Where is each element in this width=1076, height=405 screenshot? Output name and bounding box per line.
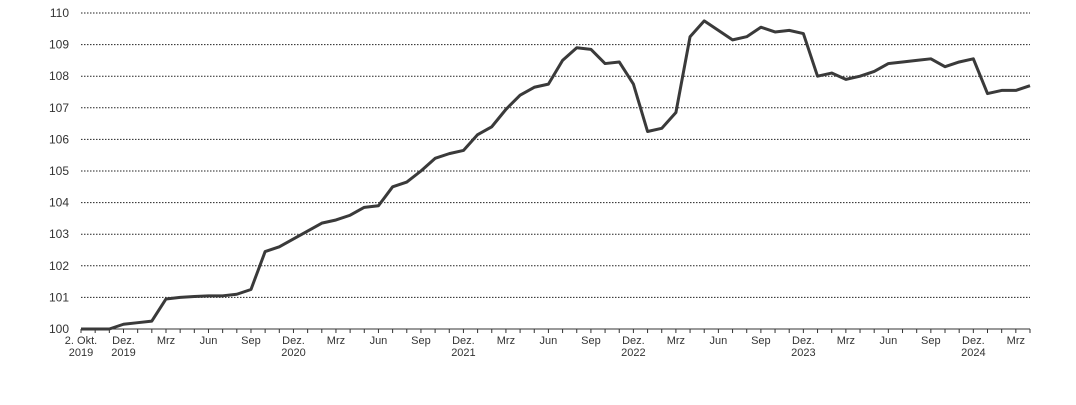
x-tick-label: Sep bbox=[241, 335, 261, 347]
x-tick-label: Jun bbox=[200, 335, 218, 347]
x-tick-label: Mrz bbox=[327, 335, 345, 347]
y-tick-label: 102 bbox=[49, 259, 69, 273]
x-tick-label-line: Mrz bbox=[157, 335, 175, 347]
x-tick-label-line: Jun bbox=[879, 335, 897, 347]
x-tick-label-line: Dez. bbox=[282, 335, 305, 347]
x-tick-label-line: Mrz bbox=[497, 335, 515, 347]
x-tick-label: Jun bbox=[879, 335, 897, 347]
x-tick-label: Dez. 2020 bbox=[281, 335, 305, 359]
x-tick-label-line: Mrz bbox=[1007, 335, 1025, 347]
y-tick-label: 109 bbox=[49, 38, 69, 52]
x-tick-label-line: Dez. bbox=[622, 335, 645, 347]
y-tick-label: 106 bbox=[49, 132, 69, 146]
x-tick-label: Jun bbox=[370, 335, 388, 347]
x-tick-label: Dez. 2023 bbox=[791, 335, 815, 359]
x-tick-label: Jun bbox=[540, 335, 558, 347]
y-tick-label: 108 bbox=[49, 69, 69, 83]
x-tick-label: Sep bbox=[921, 335, 941, 347]
x-tick-label-line: Dez. bbox=[452, 335, 475, 347]
x-tick-label: Mrz bbox=[667, 335, 685, 347]
x-tick-label-line: 2021 bbox=[451, 347, 475, 359]
x-tick-label: Mrz bbox=[1007, 335, 1025, 347]
x-tick-label: Sep bbox=[581, 335, 601, 347]
x-tick-label-line: Jun bbox=[200, 335, 218, 347]
x-tick-label-line: Sep bbox=[921, 335, 941, 347]
x-tick-label-line: Sep bbox=[241, 335, 261, 347]
y-tick-label: 104 bbox=[49, 196, 69, 210]
x-tick-label-line: Jun bbox=[540, 335, 558, 347]
x-tick-label-line: 2. Okt. bbox=[65, 335, 97, 347]
x-tick-label-line: Mrz bbox=[667, 335, 685, 347]
x-tick-label-line: Sep bbox=[411, 335, 431, 347]
x-tick-label: Sep bbox=[411, 335, 431, 347]
x-tick-label: 2. Okt. 2019 bbox=[65, 335, 97, 359]
y-tick-label: 101 bbox=[49, 290, 69, 304]
x-tick-label: Dez. 2019 bbox=[111, 335, 135, 359]
x-tick-label-line: Dez. bbox=[962, 335, 985, 347]
x-tick-label-line: Mrz bbox=[837, 335, 855, 347]
x-tick-label-line: Dez. bbox=[112, 335, 135, 347]
x-tick-label-line: Jun bbox=[370, 335, 388, 347]
x-tick-label-line: 2019 bbox=[111, 347, 135, 359]
line-series bbox=[81, 19, 1031, 331]
x-tick-label-line: Sep bbox=[581, 335, 601, 347]
y-tick-label: 107 bbox=[49, 101, 69, 115]
x-tick-label-line: Mrz bbox=[327, 335, 345, 347]
y-tick-label: 100 bbox=[49, 322, 69, 336]
x-tick-label-line: 2022 bbox=[621, 347, 645, 359]
x-tick-label: Dez. 2022 bbox=[621, 335, 645, 359]
x-tick-label: Mrz bbox=[157, 335, 175, 347]
x-tick-label: Mrz bbox=[837, 335, 855, 347]
x-tick-label-line: Sep bbox=[751, 335, 771, 347]
x-tick-label-line: Jun bbox=[710, 335, 728, 347]
x-tick-label: Jun bbox=[710, 335, 728, 347]
x-tick-label-line: 2023 bbox=[791, 347, 815, 359]
x-tick-label-line: 2024 bbox=[961, 347, 985, 359]
x-tick-label: Mrz bbox=[497, 335, 515, 347]
x-tick-label: Dez. 2021 bbox=[451, 335, 475, 359]
x-tick-label-line: 2019 bbox=[69, 347, 93, 359]
x-tick-label: Dez. 2024 bbox=[961, 335, 985, 359]
x-tick-label-line: 2020 bbox=[281, 347, 305, 359]
x-tick-label: Sep bbox=[751, 335, 771, 347]
y-tick-label: 105 bbox=[49, 164, 69, 178]
y-tick-label: 103 bbox=[49, 227, 69, 241]
x-tick-label-line: Dez. bbox=[792, 335, 815, 347]
y-tick-label: 110 bbox=[50, 6, 69, 20]
